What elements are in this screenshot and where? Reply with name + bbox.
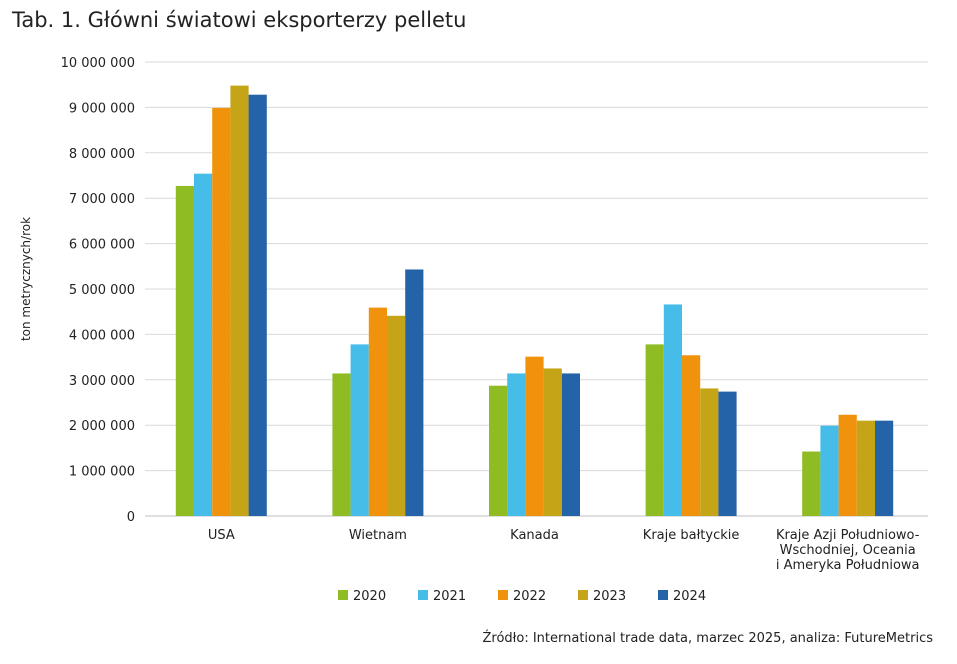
bar-2023-4 [700,388,719,516]
legend-label-2022: 2022 [513,589,546,604]
bar-2020-5 [802,451,821,516]
x-tick-label: Wschodniej, Oceania [780,543,916,558]
x-tick-label: Wietnam [349,528,407,543]
bar-2024-2 [405,269,424,516]
bar-2020-1 [175,185,194,516]
x-tick-label: USA [208,528,235,543]
bar-2022-5 [838,414,857,516]
bar-2024-1 [248,94,267,517]
y-tick-label: 9 000 000 [69,101,135,116]
bar-2021-5 [820,425,839,516]
y-tick-label: 4 000 000 [69,328,135,343]
legend-label-2021: 2021 [433,589,466,604]
x-tick-label: Kraje bałtyckie [643,528,740,543]
bar-2021-3 [507,373,526,516]
bar-2022-1 [212,107,231,516]
legend-label-2020: 2020 [353,589,386,604]
bar-2022-2 [368,307,387,516]
bar-2023-5 [856,420,875,516]
bar-2020-2 [332,373,351,516]
bar-2023-2 [387,315,406,516]
legend-label-2023: 2023 [593,589,626,604]
y-tick-label: 2 000 000 [69,419,135,434]
legend-swatch-2021 [418,590,428,600]
bar-2024-3 [561,373,580,516]
bar-2024-5 [875,420,894,516]
bar-2023-3 [543,368,562,516]
x-tick-label: Kraje Azji Południowo- [776,528,920,543]
bar-2021-4 [663,304,682,516]
bar-2020-3 [489,385,508,516]
bar-2021-1 [194,173,213,516]
source-note: Źródło: International trade data, marzec… [482,631,933,646]
y-axis-label: ton metrycznych/rok [19,217,33,341]
bar-2023-1 [230,85,249,516]
y-tick-label: 3 000 000 [69,374,135,389]
legend-swatch-2022 [498,590,508,600]
y-tick-label: 10 000 000 [61,56,135,71]
bar-2021-2 [350,344,369,516]
x-tick-label: Kanada [510,528,559,543]
bar-2022-3 [525,356,544,516]
x-tick-label: i Ameryka Południowa [776,558,920,573]
y-tick-label: 1 000 000 [69,465,135,480]
y-tick-label: 7 000 000 [69,192,135,207]
y-tick-label: 8 000 000 [69,147,135,162]
y-tick-label: 6 000 000 [69,238,135,253]
bar-2020-4 [645,344,664,516]
y-tick-label: 5 000 000 [69,283,135,298]
legend-swatch-2023 [578,590,588,600]
legend-swatch-2020 [338,590,348,600]
y-tick-label: 0 [127,510,135,525]
bar-2022-4 [682,355,701,516]
bar-2024-4 [718,391,737,516]
legend-label-2024: 2024 [673,589,706,604]
legend-swatch-2024 [658,590,668,600]
chart-title: Tab. 1. Główni światowi eksporterzy pell… [12,8,467,32]
